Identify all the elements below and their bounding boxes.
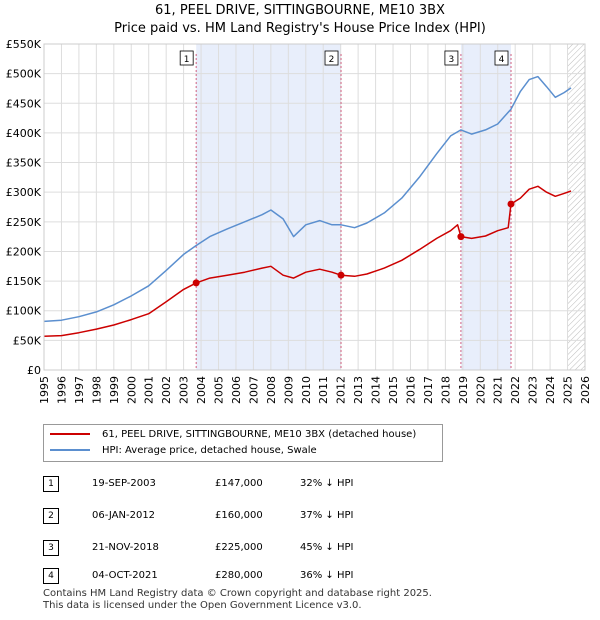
x-tick-label: 2010 — [300, 376, 313, 404]
sale-date: 21-NOV-2018 — [92, 542, 159, 553]
sale-label-text: 3 — [449, 55, 455, 65]
ownership-shade-1 — [196, 44, 342, 370]
x-tick-label: 2014 — [370, 376, 383, 404]
sale-date: 04-OCT-2021 — [92, 570, 158, 581]
sale-label-frame — [494, 50, 509, 66]
x-tick-label: 1998 — [90, 376, 103, 404]
chart-title: 61, PEEL DRIVE, SITTINGBOURNE, ME10 3BX … — [0, 2, 600, 38]
sale-price: £147,000 — [215, 478, 263, 489]
footer-licence: This data is licensed under the Open Gov… — [43, 600, 362, 611]
sale-label-box-2: 2 — [324, 50, 339, 66]
legend-item-property: 61, PEEL DRIVE, SITTINGBOURNE, ME10 3BX … — [50, 427, 416, 443]
y-tick-label: £0 — [27, 364, 41, 377]
sale-hpi-delta: 37% ↓ HPI — [300, 510, 354, 521]
sale-price: £160,000 — [215, 510, 263, 521]
sale-price: £225,000 — [215, 542, 263, 553]
sale-price: £280,000 — [215, 570, 263, 581]
x-tick-label: 1995 — [38, 376, 51, 404]
x-tick-label: 2026 — [579, 376, 592, 404]
sale-label-box-3: 3 — [444, 50, 459, 66]
x-tick-label: 2008 — [265, 376, 278, 404]
x-tick-label: 2004 — [195, 376, 208, 404]
x-tick-label: 2017 — [422, 376, 435, 404]
x-tick-label: 2013 — [352, 376, 365, 404]
y-tick-label: £200K — [6, 245, 42, 258]
sale-label-frame — [179, 50, 194, 66]
y-tick-label: £50K — [13, 334, 42, 347]
y-tick-label: £550K — [6, 38, 42, 51]
sale-number-badge: 1 — [43, 476, 59, 492]
y-tick-label: £500K — [6, 68, 42, 81]
x-tick-label: 2012 — [335, 376, 348, 404]
legend-label-property: 61, PEEL DRIVE, SITTINGBOURNE, ME10 3BX … — [102, 429, 417, 440]
sale-label-text: 4 — [499, 55, 505, 65]
y-tick-label: £100K — [6, 305, 42, 318]
x-tick-label: 2002 — [160, 376, 173, 404]
legend-item-hpi: HPI: Average price, detached house, Swal… — [50, 443, 317, 459]
x-tick-label: 1997 — [73, 376, 86, 404]
footer-copyright: Contains HM Land Registry data © Crown c… — [43, 588, 432, 599]
sale-number-badge: 2 — [43, 508, 59, 524]
y-tick-label: £150K — [6, 275, 42, 288]
sale-point-4 — [507, 200, 515, 208]
x-tick-label: 1996 — [55, 376, 68, 404]
plot-frame — [43, 43, 586, 371]
sale-point-1 — [192, 279, 200, 287]
table-row: 1 19-SEP-2003 £147,000 32% ↓ HPI — [43, 474, 583, 494]
y-tick-label: £400K — [6, 127, 42, 140]
y-tick-label: £350K — [6, 157, 42, 170]
table-row: 3 21-NOV-2018 £225,000 45% ↓ HPI — [43, 538, 583, 558]
sale-point-3 — [457, 233, 465, 241]
x-tick-label: 2023 — [527, 376, 540, 404]
x-tick-label: 2022 — [509, 376, 522, 404]
sale-date: 19-SEP-2003 — [92, 478, 156, 489]
hpi-line — [43, 75, 572, 323]
legend-swatch-property — [50, 433, 90, 435]
sale-number-badge: 3 — [43, 540, 59, 556]
x-tick-label: 2024 — [544, 376, 557, 404]
footer: Contains HM Land Registry data © Crown c… — [43, 588, 432, 612]
x-tick-label: 2020 — [474, 376, 487, 404]
x-tick-label: 2000 — [125, 376, 138, 404]
price-chart: 1 2 3 4 £0 £50K £100K £150K £200K £250K £300K £350K… — [6, 38, 592, 404]
sale-label-frame — [324, 50, 339, 66]
sale-label-text: 2 — [329, 55, 335, 65]
sale-hpi-delta: 36% ↓ HPI — [300, 570, 354, 581]
table-row: 4 04-OCT-2021 £280,000 36% ↓ HPI — [43, 566, 583, 586]
sale-hpi-delta: 45% ↓ HPI — [300, 542, 354, 553]
legend-swatch-hpi — [50, 449, 90, 451]
x-tick-label: 2025 — [562, 376, 575, 404]
x-tick-label: 2011 — [317, 376, 330, 404]
forecast-hatch — [567, 44, 585, 370]
x-tick-label: 2006 — [230, 376, 243, 404]
x-tick-label: 2016 — [404, 376, 417, 404]
x-tick-label: 2018 — [439, 376, 452, 404]
legend: 61, PEEL DRIVE, SITTINGBOURNE, ME10 3BX … — [43, 424, 443, 462]
sale-point-2 — [337, 271, 345, 279]
x-tick-label: 2021 — [492, 376, 505, 404]
table-row: 2 06-JAN-2012 £160,000 37% ↓ HPI — [43, 506, 583, 526]
y-tick-label: £250K — [6, 216, 42, 229]
y-tick-label: £300K — [6, 186, 42, 199]
sale-number-badge: 4 — [43, 568, 59, 584]
legend-label-hpi: HPI: Average price, detached house, Swal… — [102, 445, 317, 456]
x-tick-label: 1999 — [108, 376, 121, 404]
sale-label-box-4: 4 — [494, 50, 509, 66]
x-tick-label: 2001 — [143, 376, 156, 404]
x-tick-label: 2009 — [282, 376, 295, 404]
x-tick-label: 2005 — [213, 376, 226, 404]
title-line-1: 61, PEEL DRIVE, SITTINGBOURNE, ME10 3BX — [155, 3, 445, 18]
y-tick-label: £450K — [6, 97, 42, 110]
x-tick-label: 2019 — [457, 376, 470, 404]
sale-label-frame — [444, 50, 459, 66]
sale-label-text: 1 — [184, 55, 190, 65]
x-tick-label: 2003 — [178, 376, 191, 404]
sale-date: 06-JAN-2012 — [92, 510, 156, 521]
sale-hpi-delta: 32% ↓ HPI — [300, 478, 354, 489]
x-tick-label: 2015 — [387, 376, 400, 404]
x-tick-label: 2007 — [247, 376, 260, 404]
ownership-shade-2 — [460, 44, 512, 370]
title-line-2: Price paid vs. HM Land Registry's House … — [114, 21, 486, 36]
sale-label-box-1: 1 — [179, 50, 194, 66]
